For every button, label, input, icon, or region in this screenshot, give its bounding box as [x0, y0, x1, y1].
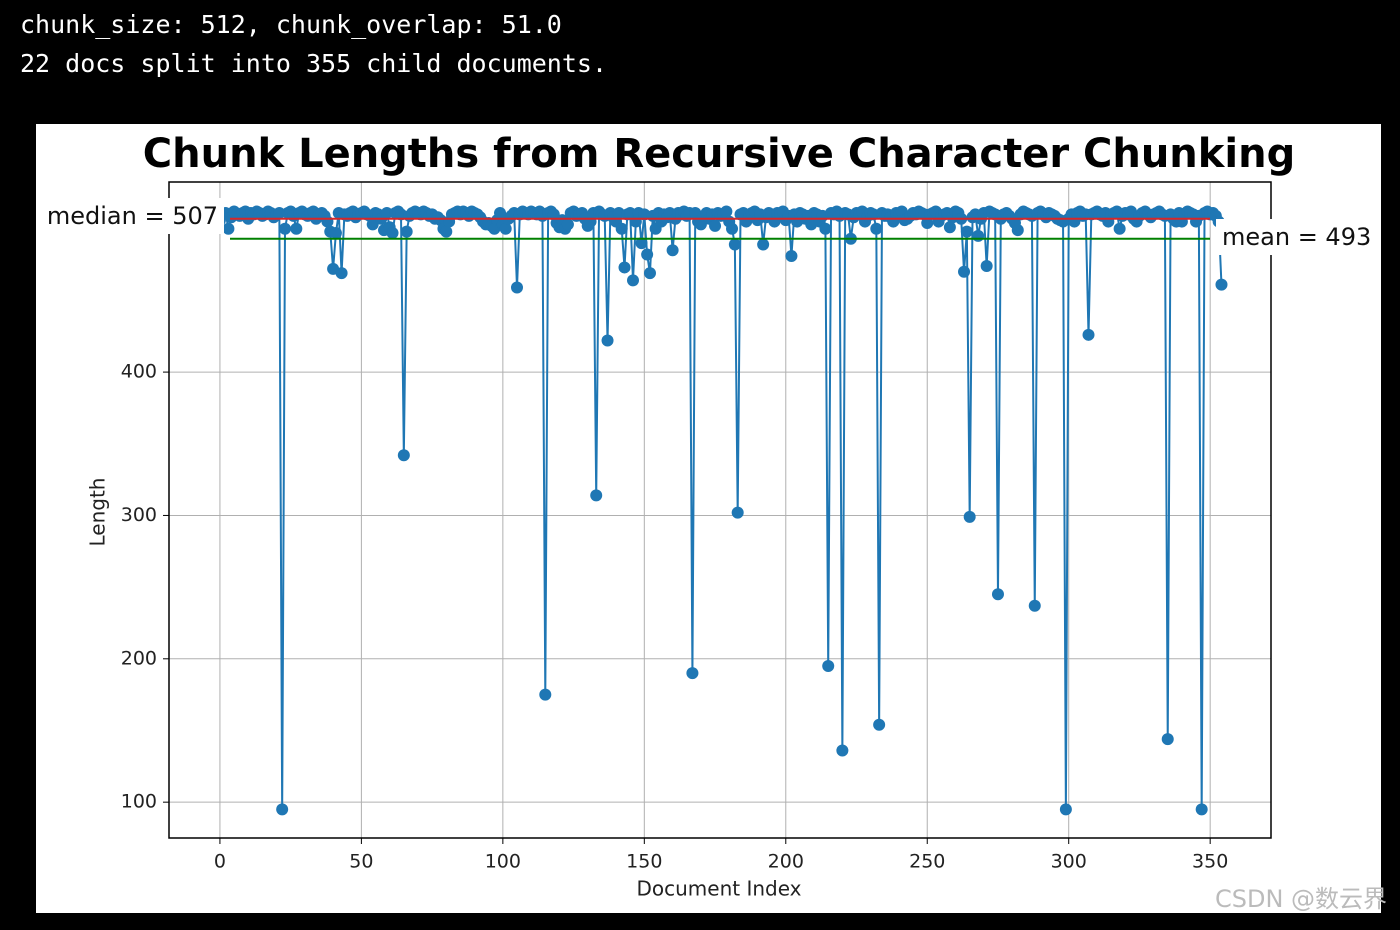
x-tick-label: 250: [909, 851, 945, 873]
data-point: [386, 227, 399, 240]
data-point: [335, 267, 348, 280]
data-point: [731, 506, 744, 519]
x-tick-label: 100: [485, 851, 521, 873]
data-point: [709, 219, 722, 232]
data-point: [624, 206, 637, 219]
data-point: [873, 718, 886, 731]
y-tick-label: 200: [121, 647, 157, 669]
y-axis-label: Length: [86, 478, 110, 547]
data-point: [720, 205, 733, 218]
data-point: [511, 281, 523, 294]
y-tick-label: 400: [121, 361, 157, 383]
data-point: [728, 238, 741, 251]
data-point: [494, 206, 507, 219]
x-tick-label: 200: [768, 851, 804, 873]
watermark: CSDN @数云界: [1215, 885, 1387, 913]
data-point: [686, 667, 699, 680]
data-point: [980, 260, 993, 273]
figure: [36, 124, 1381, 913]
output-line: chunk_size: 512, chunk_overlap: 51.0: [20, 10, 562, 39]
data-point: [819, 222, 832, 235]
y-tick-label: 300: [121, 504, 157, 526]
data-point: [963, 510, 976, 523]
x-tick-label: 300: [1051, 851, 1087, 873]
data-point: [273, 206, 286, 219]
x-axis-label: Document Index: [636, 877, 801, 901]
data-point: [785, 249, 798, 262]
data-point: [1082, 328, 1095, 341]
output-line: 22 docs split into 355 child documents.: [20, 49, 607, 78]
data-point: [279, 222, 291, 235]
median-label-box: [40, 198, 224, 234]
mean-label-box: [1216, 219, 1378, 255]
x-tick-label: 150: [626, 851, 662, 873]
data-point: [380, 206, 393, 219]
data-point: [1028, 599, 1041, 612]
axes-frame: [168, 181, 1272, 839]
data-point: [590, 489, 603, 502]
data-point: [1161, 733, 1174, 746]
data-point: [618, 261, 631, 274]
data-point: [1195, 803, 1208, 816]
x-tick-label: 50: [349, 851, 373, 873]
data-point: [440, 225, 453, 238]
median-label: median = 507: [47, 202, 218, 230]
data-point: [635, 237, 648, 250]
data-point: [870, 222, 883, 235]
x-tick-label: 350: [1192, 851, 1228, 873]
data-point: [561, 218, 574, 231]
mean-label: mean = 493: [1222, 223, 1371, 251]
data-point: [726, 222, 739, 235]
data-point: [400, 225, 413, 238]
data-point: [836, 744, 849, 757]
data-point: [397, 449, 410, 462]
data-point: [539, 688, 552, 701]
data-point: [943, 221, 956, 234]
data-point: [1215, 278, 1228, 291]
plot-area: 0 50 100 150 200 250 300 350 100 200 300 400: [121, 182, 1271, 873]
data-point: [958, 265, 971, 278]
data-point: [972, 229, 985, 242]
x-tick-label: 0: [214, 851, 226, 873]
data-point: [641, 248, 654, 261]
data-point: [276, 803, 289, 816]
data-point: [666, 244, 679, 257]
data-point: [757, 238, 770, 251]
data-point: [499, 222, 512, 235]
data-point: [960, 225, 973, 238]
data-point: [601, 334, 614, 347]
y-tick-label: 100: [121, 791, 157, 813]
data-point: [822, 659, 835, 672]
chart-title: Chunk Lengths from Recursive Character C…: [143, 131, 1295, 177]
data-point: [290, 222, 303, 235]
data-point: [615, 222, 628, 235]
data-point: [991, 588, 1004, 601]
data-point: [1113, 222, 1126, 235]
data-point: [627, 274, 639, 287]
data-point: [366, 218, 379, 231]
data-point: [1059, 803, 1072, 816]
data-point: [222, 222, 235, 235]
data-point: [643, 267, 656, 280]
data-point: [1011, 224, 1024, 237]
data-point: [329, 227, 342, 240]
